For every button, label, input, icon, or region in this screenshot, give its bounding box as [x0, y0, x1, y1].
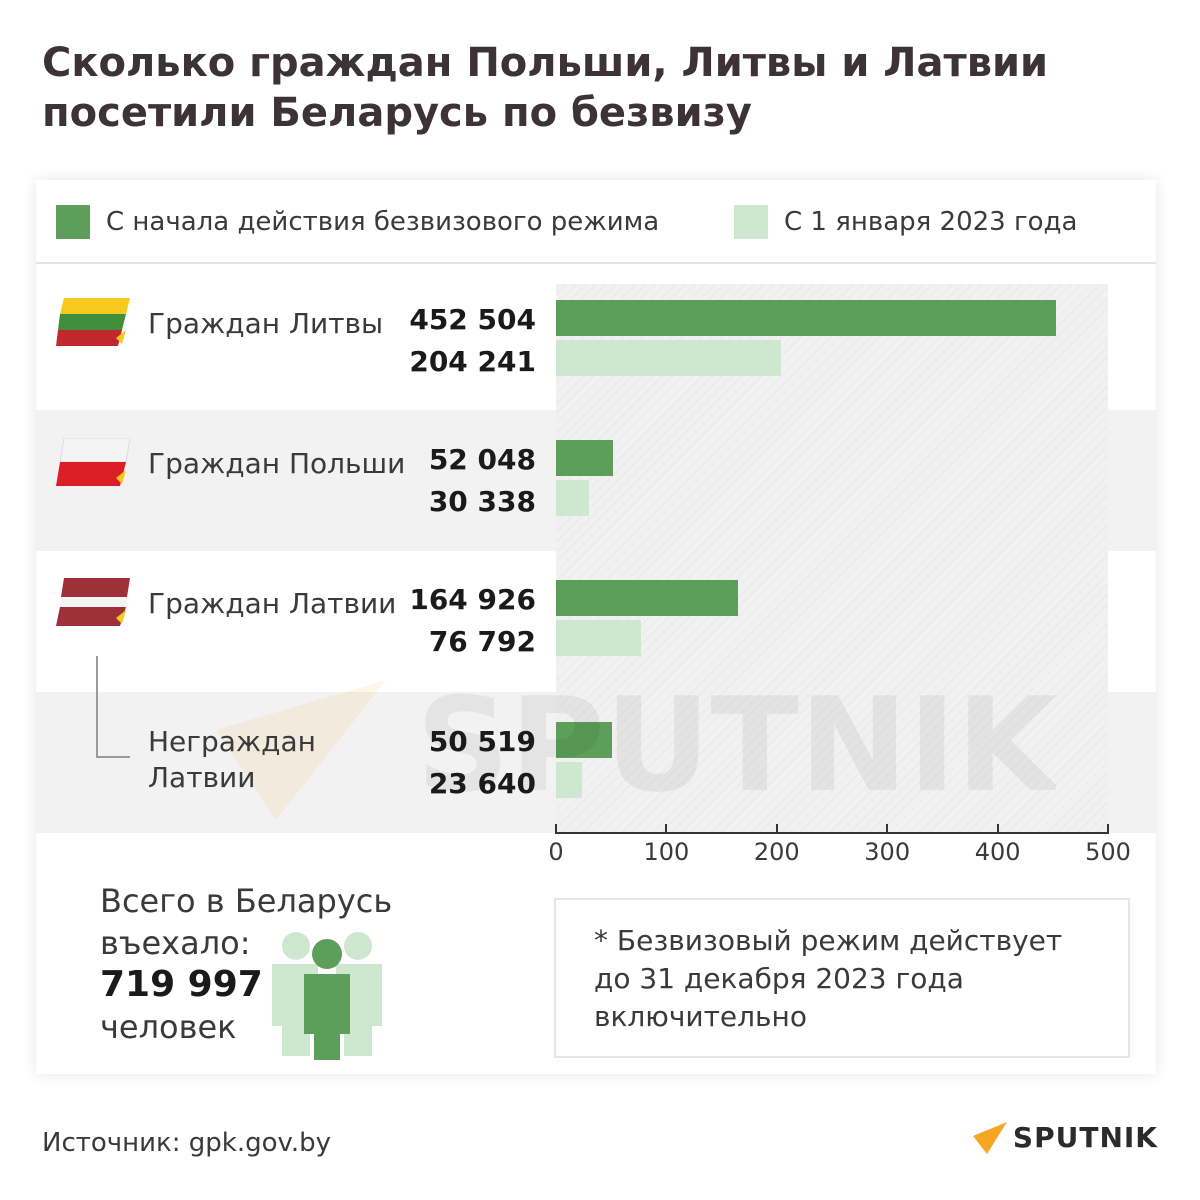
source-text: Источник: gpk.gov.by [42, 1128, 332, 1158]
row-label-poland: Граждан Польши [148, 447, 406, 480]
bar-2023-3 [556, 762, 583, 798]
value-poland-2023: 30 338 [428, 485, 536, 518]
legend: С начала действия безвизового режима С 1… [36, 180, 1156, 264]
x-tick [555, 824, 557, 834]
x-tick [775, 824, 778, 834]
value-latvia-total: 164 926 [409, 583, 536, 616]
brand-logo: SPUTNIK [972, 1120, 1158, 1154]
legend-item-series2: С 1 января 2023 года [734, 202, 1077, 242]
legend-label-series2: С 1 января 2023 года [784, 207, 1078, 237]
footnote-box: * Безвизовый режим действует до 31 декаб… [554, 898, 1130, 1058]
value-noncitizens-2023: 23 640 [428, 767, 536, 800]
bar-total-0 [556, 300, 1056, 336]
x-tick-label: 300 [864, 838, 911, 866]
x-tick [665, 824, 668, 834]
page-title: Сколько граждан Польши, Литвы и Латвии п… [42, 40, 1049, 136]
x-tick-label: 100 [643, 838, 690, 866]
value-latvia-2023: 76 792 [428, 625, 536, 658]
x-axis [556, 832, 1108, 834]
legend-swatch-series1 [56, 205, 90, 239]
noncitizens-bracket [96, 656, 130, 758]
x-tick [996, 824, 999, 834]
x-tick-label: 0 [548, 838, 564, 866]
x-tick-label: 200 [753, 838, 800, 866]
bar-total-2 [556, 580, 739, 616]
bar-total-3 [556, 722, 612, 758]
x-tick-label: 500 [1085, 838, 1131, 866]
legend-label-series1: С начала действия безвизового режима [106, 207, 660, 237]
lithuania-flag-icon [56, 298, 130, 346]
poland-flag-icon [56, 438, 130, 486]
legend-item-series1: С начала действия безвизового режима [56, 202, 659, 242]
value-lithuania-total: 452 504 [409, 303, 536, 336]
total-line4: человек [100, 1008, 237, 1046]
bar-2023-2 [556, 620, 641, 656]
x-tick [886, 824, 889, 834]
total-block: Всего в Беларусь въехало: 719 997 челове… [100, 880, 392, 1048]
plot-area [556, 284, 1108, 832]
total-value: 719 997 [100, 964, 263, 1005]
bar-total-1 [556, 440, 614, 476]
bar-2023-1 [556, 480, 590, 516]
value-noncitizens-total: 50 519 [428, 725, 536, 758]
brand-text: SPUTNIK [1012, 1120, 1158, 1154]
latvia-flag-icon [56, 578, 130, 626]
legend-swatch-series2 [734, 205, 768, 239]
value-poland-total: 52 048 [428, 443, 536, 476]
bar-2023-0 [556, 340, 782, 376]
value-lithuania-2023: 204 241 [409, 345, 536, 378]
chart-card: С начала действия безвизового режима С 1… [36, 180, 1156, 1074]
people-icon [272, 932, 382, 1060]
total-line1: Всего в Беларусь [100, 882, 393, 920]
x-tick-label: 400 [974, 838, 1021, 866]
row-label-latvia: Граждан Латвии [148, 587, 397, 620]
x-tick [1107, 824, 1109, 834]
sputnik-logo-icon [972, 1122, 1007, 1154]
total-line2: въехало: [100, 924, 251, 962]
row-label-lithuania: Граждан Литвы [148, 307, 384, 340]
row-label-noncitizens: Неграждан Латвии [148, 725, 316, 794]
